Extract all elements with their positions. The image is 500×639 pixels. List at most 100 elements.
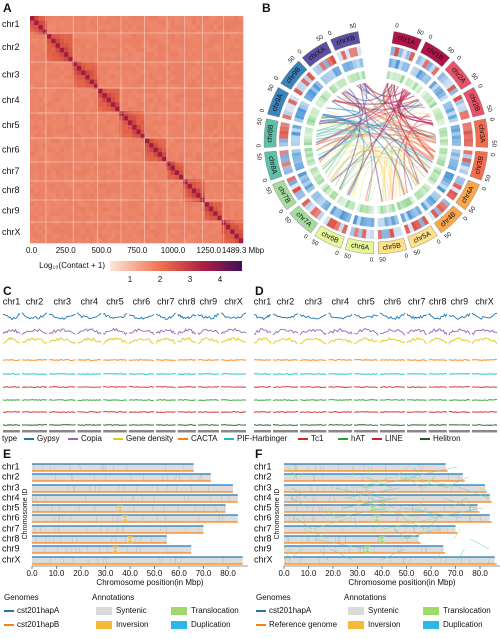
heatmap-cell	[127, 238, 133, 244]
heatmap-cell	[234, 106, 240, 112]
heatmap-cell	[187, 165, 193, 171]
track-line	[155, 312, 176, 320]
heatmap-cell	[230, 65, 235, 71]
heatmap-cell	[153, 183, 159, 189]
heatmap-cell	[98, 52, 103, 58]
heatmap-cell	[102, 206, 107, 212]
heatmap-cell	[230, 174, 235, 180]
row-label: chrX	[2, 554, 21, 564]
heatmap-cell	[98, 47, 103, 53]
heatmap-cell	[42, 152, 48, 158]
heatmap-cell	[217, 134, 222, 139]
heat-track	[436, 203, 446, 213]
heatmap-cell	[51, 238, 56, 244]
heatmap-cell	[55, 102, 61, 108]
density-track	[422, 199, 432, 209]
heatmap-cell	[47, 47, 52, 53]
track-line	[272, 373, 299, 375]
heatmap-cell	[174, 165, 180, 171]
heatmap-cell	[225, 61, 231, 67]
heatmap-cell	[89, 93, 95, 99]
heatmap-cell	[217, 70, 222, 76]
syntenic-band	[32, 495, 238, 502]
heatmap-cell	[196, 38, 201, 44]
heatmap-cell	[59, 88, 65, 94]
heatmap-cell	[136, 211, 142, 217]
heatmap-cell	[55, 88, 61, 94]
heatmap-cell	[225, 88, 231, 94]
track-line	[471, 411, 498, 413]
heatmap-cell	[110, 115, 116, 121]
heatmap-cell	[183, 65, 188, 71]
track-line	[155, 386, 176, 388]
gene-track	[431, 106, 441, 114]
heatmap-cell	[145, 16, 150, 21]
track-line	[300, 337, 327, 345]
heatmap-cell	[213, 106, 218, 112]
link	[315, 106, 426, 146]
heatmap-cell	[230, 75, 235, 80]
heatmap-cell	[106, 120, 112, 126]
heatmap-cell	[98, 143, 103, 148]
heatmap-cell	[136, 170, 142, 176]
track-line	[471, 373, 498, 375]
heatmap-cell	[34, 34, 39, 39]
heatmap-cell	[51, 220, 56, 226]
heatmap-cell	[221, 75, 227, 80]
heatmap-cell	[166, 129, 171, 135]
heatmap-cell	[59, 102, 65, 108]
heatmap-cell	[115, 229, 120, 235]
heatmap-cell	[166, 34, 171, 39]
heatmap-cell	[204, 115, 210, 121]
heatmap-cell	[162, 179, 167, 185]
heatmap-cell	[132, 193, 137, 198]
heatmap-cell	[157, 43, 163, 49]
heatmap-cell	[204, 179, 210, 185]
heatmap-cell	[110, 147, 116, 153]
translocation-link	[290, 497, 310, 509]
heatmap-cell	[183, 206, 188, 212]
syntenic-band	[32, 515, 238, 522]
heat-track	[454, 98, 465, 106]
heatmap-cell	[204, 174, 210, 180]
heatmap-cell	[127, 43, 133, 49]
heatmap-cell	[187, 224, 193, 230]
heatmap-cell	[30, 220, 35, 226]
heatmap-cell	[208, 52, 214, 58]
heatmap-cell	[85, 229, 90, 235]
heat-track	[291, 185, 302, 194]
heatmap-cell	[221, 115, 227, 121]
legend-swatch	[423, 621, 439, 629]
syntenic-link	[366, 485, 368, 492]
heatmap-cell	[140, 188, 146, 194]
density-track	[294, 113, 305, 120]
scale-label: 0	[260, 178, 267, 184]
density-track	[335, 208, 343, 219]
heatmap-cell	[183, 47, 188, 53]
heat-track	[460, 113, 470, 121]
heatmap-cell	[213, 56, 218, 62]
track-line	[220, 399, 247, 401]
heatmap-cell	[145, 88, 150, 94]
heatmap-cell	[234, 129, 240, 135]
heatmap-cell	[179, 193, 184, 198]
heatmap-cell	[85, 174, 90, 180]
heatmap-cell	[76, 238, 82, 244]
heatmap-cell	[166, 97, 171, 103]
density-track	[291, 127, 302, 133]
row-label: chr5	[254, 502, 272, 512]
heatmap-cell	[30, 29, 35, 35]
heatmap-cell	[162, 229, 167, 235]
heatmap-cell	[208, 29, 214, 35]
heatmap-cell	[225, 102, 231, 108]
heatmap-cell	[191, 188, 197, 194]
heatmap-cell	[127, 79, 133, 85]
heatmap-cell	[208, 211, 214, 217]
syntenic-link	[295, 464, 298, 471]
heatmap-cell	[93, 233, 99, 239]
syntenic-link	[100, 464, 102, 471]
heatmap-cell	[179, 20, 184, 26]
heatmap-cell	[55, 93, 61, 99]
column-label: chrX	[224, 296, 243, 306]
heatmap-cell	[64, 88, 69, 94]
